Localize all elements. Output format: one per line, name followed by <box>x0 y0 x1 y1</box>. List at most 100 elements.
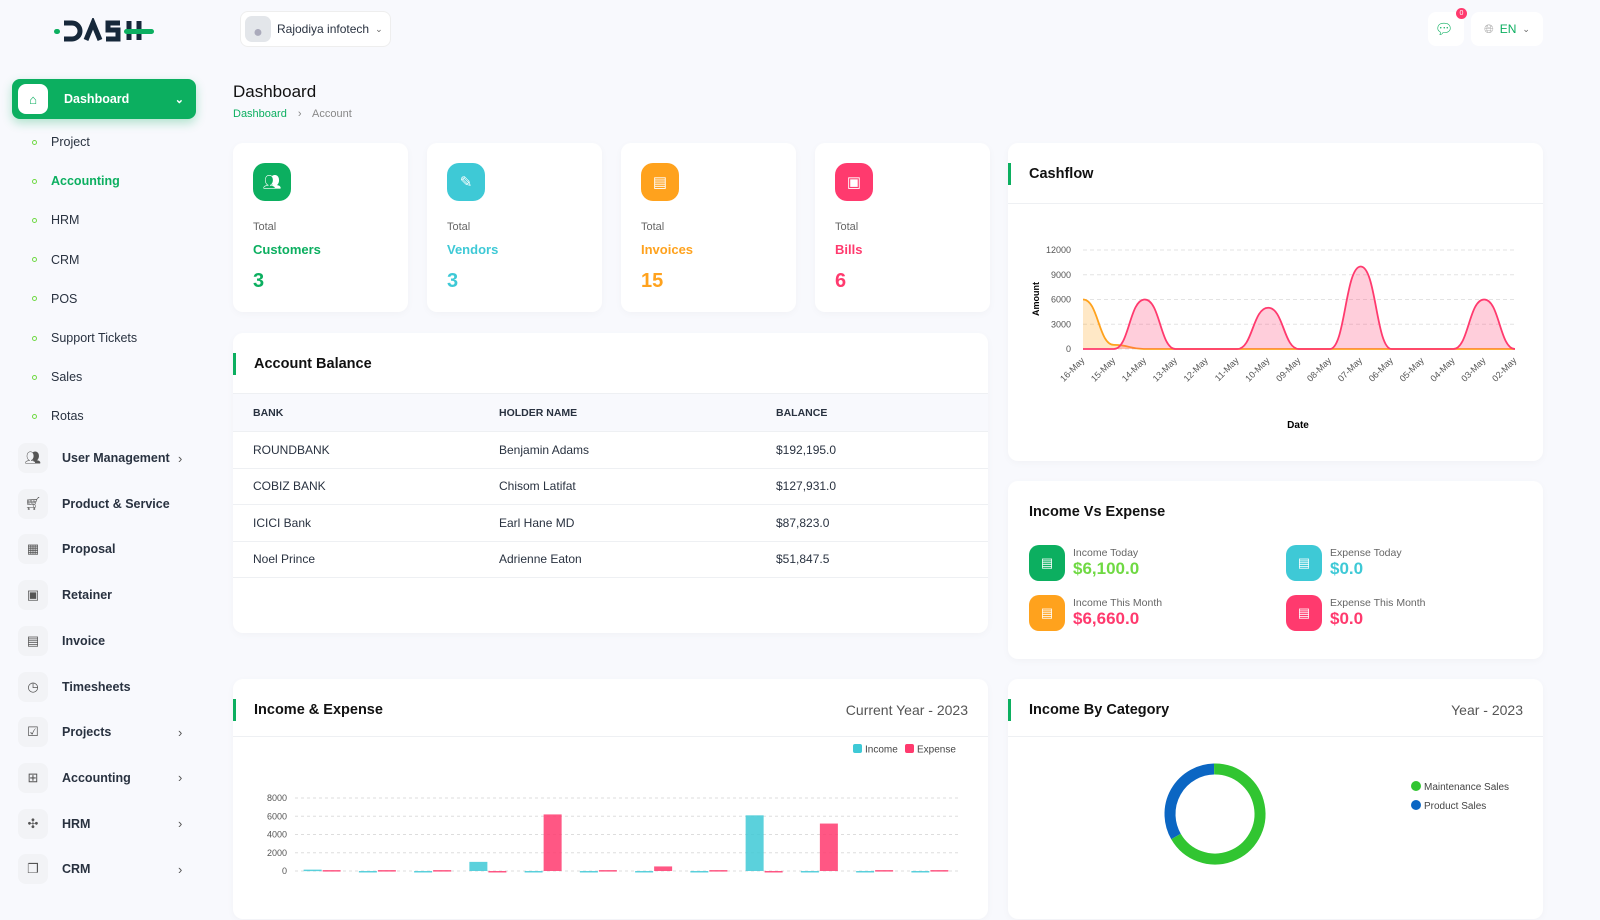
income-by-category-card: Income By Category Year - 2023 Maintenan… <box>1008 679 1543 919</box>
sidebar-item-projects[interactable]: ☑ Projects › <box>18 717 198 748</box>
chevron-right-icon: › <box>178 450 183 466</box>
legend-swatch <box>1411 781 1421 791</box>
summary-value: $0.0 <box>1330 559 1364 578</box>
checkbox-icon: ☑ <box>18 717 48 748</box>
bullet-icon <box>32 374 37 380</box>
stat-card-bills[interactable]: ▣ Total Bills 6 <box>815 143 990 312</box>
column-header-holder: HOLDER NAME <box>479 393 756 432</box>
bank-cell: ICICI Bank <box>233 504 479 542</box>
sidebar-item-crm[interactable]: ❐ CRM › <box>18 854 198 885</box>
sidebar-item-invoice[interactable]: ▤ Invoice <box>18 625 198 656</box>
bar-expense-oct <box>819 823 838 871</box>
table-row: COBIZ BANK Chisom Latifat $127,931.0 <box>233 468 988 505</box>
holder-cell: Adrienne Eaton <box>479 541 756 578</box>
balance-cell: $51,847.5 <box>756 541 988 578</box>
sidebar-subitem-accounting[interactable]: Accounting <box>32 173 120 189</box>
sidebar-item-label: Timesheets <box>62 679 131 694</box>
language-code: EN <box>1499 22 1517 36</box>
bank-cell: COBIZ BANK <box>233 468 479 505</box>
stat-card-customers[interactable]: 👥︎ Total Customers 3 <box>233 143 408 312</box>
sidebar-item-hrm[interactable]: ✣ HRM › <box>18 808 198 839</box>
stat-total-label: Total <box>641 221 665 233</box>
sidebar-subitem-rotas[interactable]: Rotas <box>32 408 84 424</box>
sidebar-item-product-service[interactable]: 🛒︎ Product & Service <box>18 488 198 519</box>
x-tick-label: 08-May <box>1305 355 1334 384</box>
table-row: ROUNDBANK Benjamin Adams $192,195.0 <box>233 431 988 469</box>
card-title: Income & Expense <box>233 699 383 721</box>
legend-swatch <box>1411 800 1421 810</box>
y-tick-label: 2000 <box>267 848 287 858</box>
company-switcher[interactable]: ● Rajodiya infotech ⌄ <box>240 11 391 47</box>
x-tick-label: 15-May <box>1089 355 1118 384</box>
bar-income-jul <box>635 871 654 873</box>
customers-icon: 👥︎ <box>253 163 291 201</box>
period-label: Year - 2023 <box>1451 702 1523 718</box>
chevron-down-icon: ⌄ <box>174 93 184 106</box>
sidebar-subitem-pos[interactable]: POS <box>32 291 77 307</box>
sidebar-item-label: Dashboard <box>64 92 130 106</box>
holder-cell: Benjamin Adams <box>479 431 756 469</box>
y-tick-label: 4000 <box>267 830 287 840</box>
sidebar-item-label: Support Tickets <box>51 331 138 345</box>
sidebar-item-dashboard[interactable]: ⌂ Dashboard ⌄ <box>12 79 196 119</box>
summary-label: Income Today <box>1073 547 1139 559</box>
bar-income-sep <box>745 815 764 871</box>
income-category-chart: Maintenance Sales Product Sales <box>1164 763 1509 865</box>
sidebar-subitem-sales[interactable]: Sales <box>32 369 82 385</box>
sidebar-item-label: HRM <box>51 213 80 228</box>
y-tick-label: 8000 <box>267 793 287 803</box>
stat-total-label: Total <box>835 221 859 233</box>
notification-count: 0 <box>1456 8 1467 19</box>
document-icon: ▤ <box>1029 595 1065 631</box>
stat-card-invoices[interactable]: ▤ Total Invoices 15 <box>621 143 796 312</box>
stat-name: Invoices <box>641 242 694 257</box>
legend-label: Income <box>865 745 898 756</box>
chevron-right-icon: › <box>178 816 183 832</box>
breadcrumb-account: Account <box>312 108 352 120</box>
file-icon: ▤ <box>18 625 48 656</box>
sidebar-item-retainer[interactable]: ▣ Retainer <box>18 580 198 611</box>
sidebar-subitem-hrm[interactable]: HRM <box>32 212 79 228</box>
y-tick-label: 0 <box>1066 344 1071 354</box>
document-icon: ▤ <box>1286 545 1322 581</box>
bar-income-mar <box>414 871 433 873</box>
y-tick-label: 12000 <box>1046 245 1071 255</box>
card-title: Income By Category <box>1008 699 1169 721</box>
bar-expense-feb <box>377 870 396 872</box>
stat-card-vendors[interactable]: ✎ Total Vendors 3 <box>427 143 602 312</box>
sidebar-subitem-project[interactable]: Project <box>32 134 90 150</box>
sidebar-item-label: Accounting <box>51 174 120 189</box>
sidebar-subitem-crm[interactable]: CRM <box>32 252 79 268</box>
messages-button[interactable]: 💬︎ 0 <box>1428 8 1467 46</box>
dash-logo[interactable] <box>52 18 156 46</box>
language-selector[interactable]: 🌐︎ EN ⌄ <box>1471 12 1543 46</box>
sidebar-item-label: HRM <box>62 816 91 831</box>
x-tick-label: 07-May <box>1336 355 1365 384</box>
breadcrumb-dashboard[interactable]: Dashboard <box>233 108 287 120</box>
bullet-icon <box>32 217 37 223</box>
bullet-icon <box>32 178 37 184</box>
chevron-right-icon: › <box>178 861 183 877</box>
income-expense-chart: 0 2000 4000 6000 8000 Income Expense <box>267 744 958 876</box>
stat-value: 15 <box>641 270 664 292</box>
summary-expense-this-month: ▤ Expense This Month $0.0 <box>1286 595 1426 631</box>
legend-label: Expense <box>917 745 956 756</box>
summary-value: $6,660.0 <box>1073 609 1140 628</box>
summary-expense-today: ▤ Expense Today $0.0 <box>1286 545 1402 581</box>
crm-icon: ❐ <box>18 854 48 885</box>
x-tick-label: 09-May <box>1274 355 1303 384</box>
bills-icon: ▣ <box>835 163 873 201</box>
apps-icon: ⊞ <box>18 762 48 793</box>
balance-cell: $87,823.0 <box>756 504 988 542</box>
sidebar-item-proposal[interactable]: ▦ Proposal <box>18 534 198 565</box>
bar-income-feb <box>358 871 377 873</box>
legend-swatch <box>905 744 914 753</box>
y-tick-label: 0 <box>282 866 287 876</box>
sidebar-item-user-management[interactable]: 👥︎ User Management › <box>18 443 198 473</box>
sidebar-subitem-support-tickets[interactable]: Support Tickets <box>32 330 137 346</box>
summary-label: Expense This Month <box>1330 597 1426 609</box>
page-title: Dashboard <box>233 82 317 101</box>
sidebar-item-accounting[interactable]: ⊞ Accounting › <box>18 762 198 793</box>
summary-income-today: ▤ Income Today $6,100.0 <box>1029 545 1139 581</box>
sidebar-item-timesheets[interactable]: ◷ Timesheets <box>18 671 198 702</box>
